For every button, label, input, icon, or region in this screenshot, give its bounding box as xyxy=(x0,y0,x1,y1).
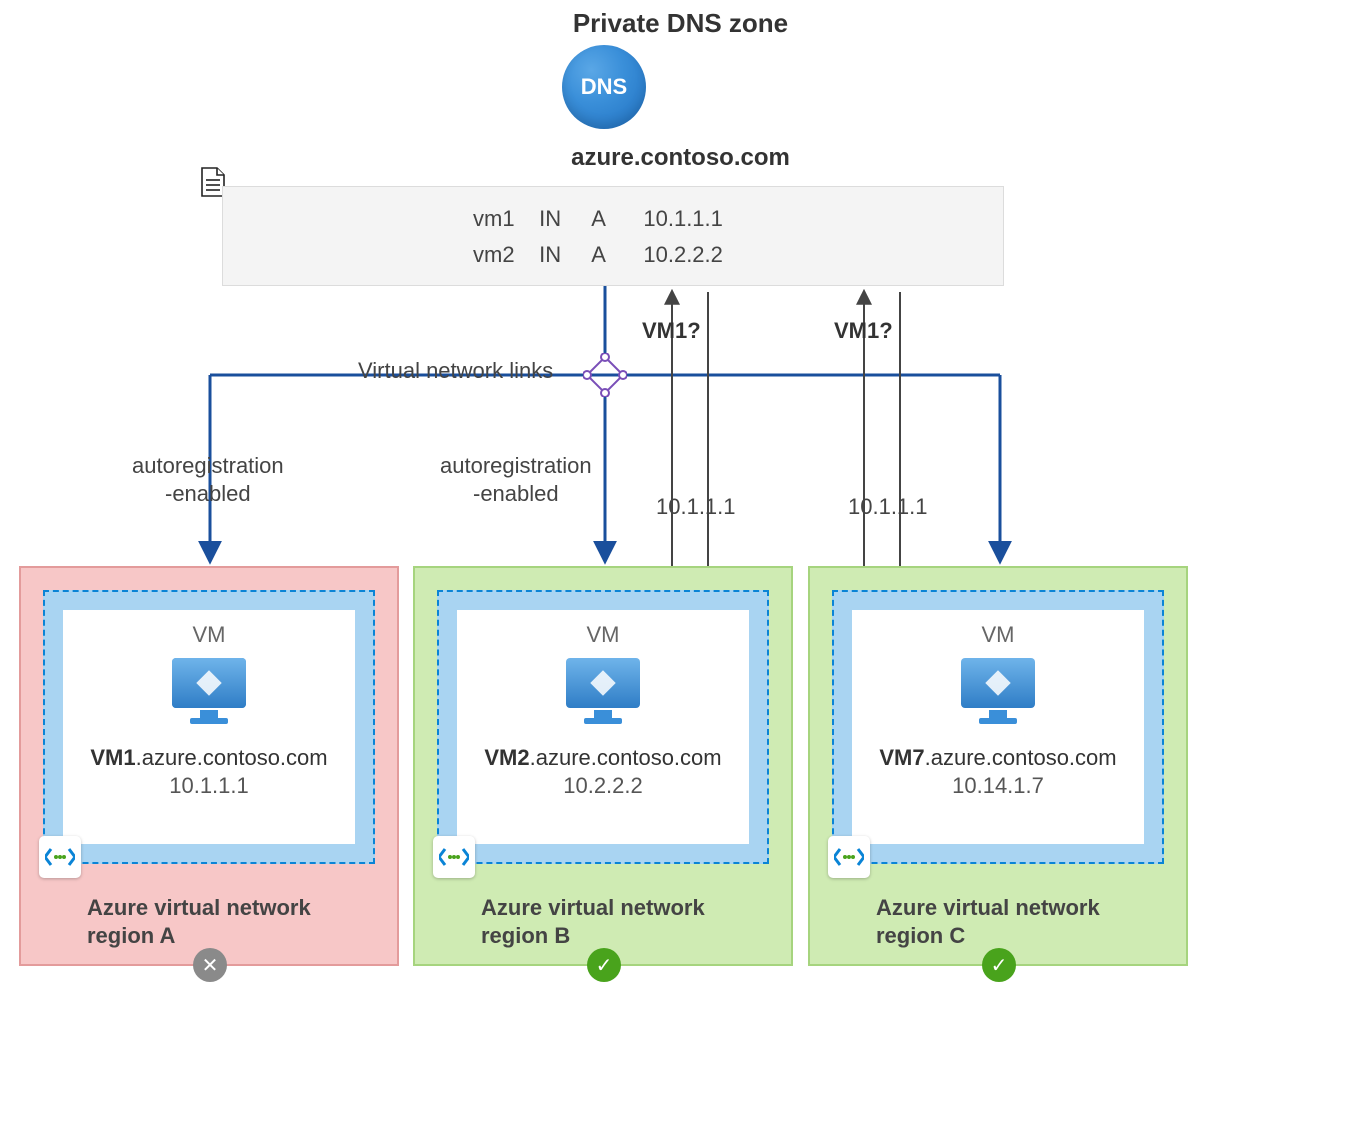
monitor-icon xyxy=(166,652,252,730)
region-a-panel: VM VM1.azure.contoso.com 10.1.1.1 xyxy=(19,566,399,966)
autoreg-line1: autoregistration xyxy=(440,453,592,478)
autoreg-label-b: autoregistration -enabled xyxy=(440,452,592,508)
query-label-c: VM1? xyxy=(834,318,893,344)
vm-hostname-b: VM2.azure.contoso.com xyxy=(457,745,749,771)
region-b-label: Azure virtual network region B xyxy=(481,894,705,950)
vnet-icon xyxy=(39,836,81,878)
vm-name: VM1 xyxy=(90,745,135,770)
monitor-icon xyxy=(955,652,1041,730)
region-label-line2: region B xyxy=(481,923,570,948)
region-label-line2: region A xyxy=(87,923,175,948)
vm-card-b: VM VM2.azure.contoso.com 10.2.2.2 xyxy=(457,610,749,844)
vnet-link-hub-icon xyxy=(583,353,627,397)
status-badge-b: ✓ xyxy=(587,948,621,982)
vm-card-a: VM VM1.azure.contoso.com 10.1.1.1 xyxy=(63,610,355,844)
vm-name: VM2 xyxy=(484,745,529,770)
vm-ip-a: 10.1.1.1 xyxy=(63,773,355,799)
status-glyph: ✕ xyxy=(202,953,219,978)
query-label-b: VM1? xyxy=(642,318,701,344)
vm-heading: VM xyxy=(63,622,355,648)
monitor-icon xyxy=(560,652,646,730)
response-label-c: 10.1.1.1 xyxy=(848,494,928,520)
autoreg-line1: autoregistration xyxy=(132,453,284,478)
status-badge-c: ✓ xyxy=(982,948,1016,982)
vm-card-c: VM VM7.azure.contoso.com 10.14.1.7 xyxy=(852,610,1144,844)
vm-ip-b: 10.2.2.2 xyxy=(457,773,749,799)
region-a-inner: VM VM1.azure.contoso.com 10.1.1.1 xyxy=(43,590,375,864)
autoreg-label-a: autoregistration -enabled xyxy=(132,452,284,508)
region-label-line1: Azure virtual network xyxy=(481,895,705,920)
region-b-inner: VM VM2.azure.contoso.com 10.2.2.2 xyxy=(437,590,769,864)
status-badge-a: ✕ xyxy=(193,948,227,982)
status-glyph: ✓ xyxy=(596,953,613,978)
vm-name: VM7 xyxy=(879,745,924,770)
vm-domain: .azure.contoso.com xyxy=(530,745,722,770)
autoreg-line2: -enabled xyxy=(165,481,251,506)
region-label-line1: Azure virtual network xyxy=(87,895,311,920)
vnet-icon xyxy=(828,836,870,878)
vnet-links-label: Virtual network links xyxy=(358,358,553,384)
vm-hostname-a: VM1.azure.contoso.com xyxy=(63,745,355,771)
vm-heading: VM xyxy=(457,622,749,648)
region-b-panel: VM VM2.azure.contoso.com 10.2.2.2 xyxy=(413,566,793,966)
response-label-b: 10.1.1.1 xyxy=(656,494,736,520)
diagram-canvas: Private DNS zone DNS azure.contoso.com v… xyxy=(0,0,1361,1142)
vnet-icon xyxy=(433,836,475,878)
region-c-label: Azure virtual network region C xyxy=(876,894,1100,950)
vm-domain: .azure.contoso.com xyxy=(136,745,328,770)
autoreg-line2: -enabled xyxy=(473,481,559,506)
vm-hostname-c: VM7.azure.contoso.com xyxy=(852,745,1144,771)
region-label-line2: region C xyxy=(876,923,965,948)
region-label-line1: Azure virtual network xyxy=(876,895,1100,920)
region-a-label: Azure virtual network region A xyxy=(87,894,311,950)
region-c-inner: VM VM7.azure.contoso.com 10.14.1.7 xyxy=(832,590,1164,864)
vm-ip-c: 10.14.1.7 xyxy=(852,773,1144,799)
status-glyph: ✓ xyxy=(991,953,1008,978)
vm-heading: VM xyxy=(852,622,1144,648)
region-c-panel: VM VM7.azure.contoso.com 10.14.1.7 xyxy=(808,566,1188,966)
vm-domain: .azure.contoso.com xyxy=(925,745,1117,770)
